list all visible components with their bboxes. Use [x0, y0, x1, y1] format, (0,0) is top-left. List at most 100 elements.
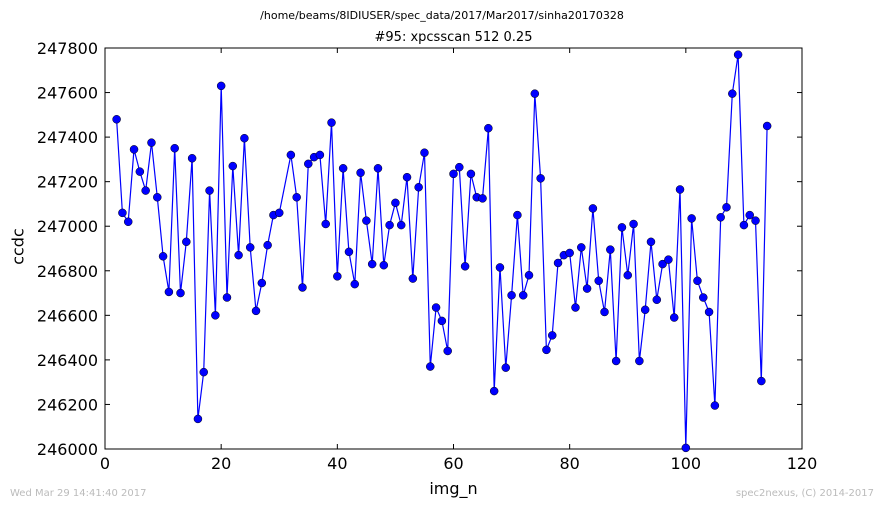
data-point — [240, 133, 249, 143]
data-point — [367, 259, 377, 269]
data-point — [484, 123, 493, 133]
x-tick-label: 80 — [559, 454, 579, 473]
data-point — [402, 172, 412, 182]
data-point — [739, 220, 749, 230]
data-point — [205, 186, 214, 195]
axes-border — [104, 47, 803, 450]
data-point — [751, 216, 760, 225]
data-point — [582, 284, 592, 293]
data-point — [379, 260, 389, 270]
data-point — [321, 219, 330, 229]
data-point — [147, 138, 156, 147]
data-point — [571, 303, 580, 312]
data-point — [216, 81, 226, 91]
data-point — [437, 316, 447, 326]
data-point — [693, 276, 702, 286]
data-point — [565, 248, 574, 258]
data-point — [327, 118, 336, 127]
data-point — [757, 376, 766, 386]
data-point — [350, 279, 360, 289]
data-point — [675, 185, 685, 194]
data-point — [356, 168, 365, 178]
data-point — [699, 293, 708, 302]
data-point — [629, 219, 638, 229]
data-point — [396, 220, 406, 230]
data-point — [669, 313, 679, 322]
x-tick-label: 60 — [443, 454, 463, 473]
data-point — [507, 291, 516, 300]
data-point — [286, 150, 296, 160]
data-point — [362, 216, 371, 225]
footer-timestamp: Wed Mar 29 14:41:40 2017 — [10, 488, 147, 499]
data-point — [431, 303, 441, 312]
data-point — [489, 386, 499, 396]
data-point — [728, 89, 737, 98]
x-tick-label: 20 — [211, 454, 231, 473]
data-point — [716, 213, 725, 222]
data-point — [385, 220, 394, 230]
data-point — [722, 203, 731, 212]
data-point — [251, 306, 261, 316]
footer-credit: spec2nexus, (C) 2014-2017 — [735, 488, 874, 499]
data-point — [182, 237, 191, 247]
data-point — [600, 307, 609, 317]
data-point — [129, 145, 139, 154]
data-point — [304, 159, 313, 169]
data-point — [704, 307, 714, 317]
axis-ticks: 0 20 40 60 80 100 120 246000 246200 246400 246600 2… — [37, 39, 817, 473]
data-point — [745, 210, 754, 220]
y-tick-label: 247200 — [37, 173, 98, 192]
data-point — [542, 345, 551, 355]
y-tick-label: 247400 — [37, 128, 98, 147]
data-point — [292, 193, 301, 202]
data-point — [263, 240, 272, 250]
data-point — [640, 305, 650, 315]
data-point — [170, 144, 179, 153]
data-point — [245, 243, 255, 252]
data-point — [710, 401, 720, 410]
x-tick-label: 0 — [100, 454, 110, 473]
data-point — [606, 245, 615, 254]
data-point — [681, 443, 691, 453]
data-point — [118, 208, 127, 218]
y-axis-label: ccdc — [8, 228, 28, 265]
data-point — [333, 272, 342, 281]
data-point — [141, 186, 150, 195]
data-point — [664, 255, 673, 264]
data-point — [222, 293, 232, 302]
x-tick-label: 120 — [787, 454, 818, 473]
data-point — [135, 167, 145, 176]
x-axis-label: img_n — [429, 479, 478, 498]
data-point — [513, 210, 522, 220]
data-point — [577, 243, 586, 252]
data-point — [298, 283, 307, 292]
series-line — [116, 54, 768, 448]
y-tick-label: 246600 — [37, 306, 98, 325]
data-point — [234, 250, 243, 260]
data-point — [687, 214, 696, 223]
data-point — [524, 270, 534, 280]
data-point — [153, 193, 162, 202]
data-point — [495, 263, 505, 272]
y-tick-label: 247600 — [37, 84, 98, 103]
data-point — [762, 121, 772, 131]
data-point — [443, 346, 452, 356]
data-point — [536, 174, 545, 183]
data-point — [658, 259, 667, 269]
data-point — [112, 115, 121, 124]
data-point — [275, 208, 284, 218]
data-point — [455, 162, 464, 172]
data-point — [530, 89, 540, 98]
data-point — [257, 278, 267, 288]
data-point — [611, 356, 621, 366]
data-point — [211, 311, 220, 320]
data-point — [420, 148, 429, 157]
data-point — [652, 295, 662, 304]
y-tick-label: 247000 — [37, 217, 98, 236]
data-point — [344, 247, 354, 257]
y-tick-label: 246000 — [37, 440, 98, 459]
data-point — [623, 270, 632, 280]
data-point — [478, 194, 487, 203]
